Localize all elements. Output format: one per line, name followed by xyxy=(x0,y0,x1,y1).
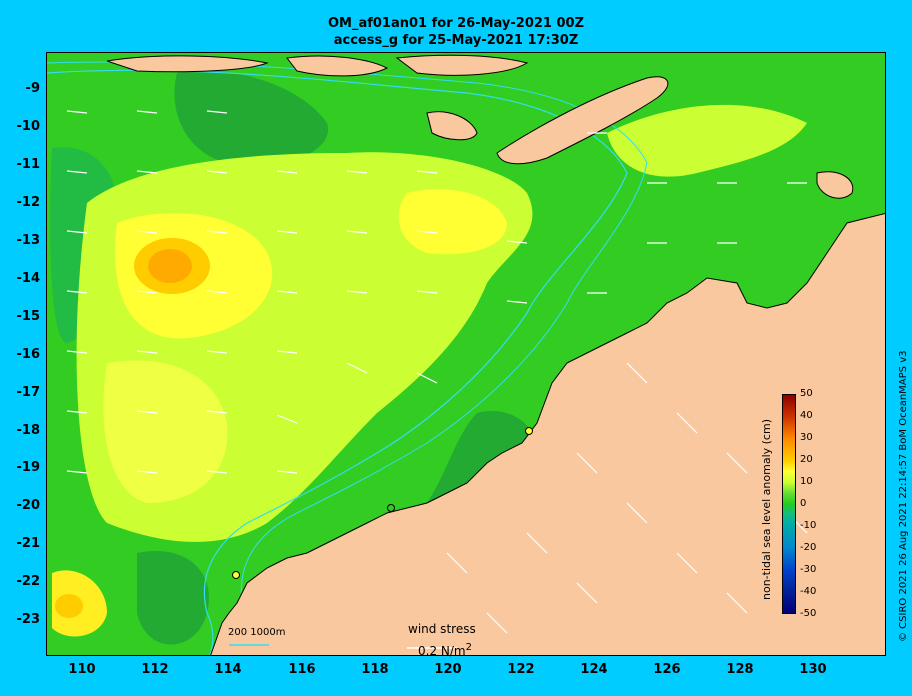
bathymetry-contour-200m xyxy=(47,61,648,604)
y-tick-label: -19 xyxy=(16,460,41,475)
colorbar-tick: 0 xyxy=(800,498,807,509)
sea-anomaly-yellow-north xyxy=(398,189,507,255)
colorbar-tick: -40 xyxy=(800,586,817,597)
land-island-melville xyxy=(816,171,854,199)
y-tick-label: -23 xyxy=(16,612,41,627)
colorbar-tick: 40 xyxy=(800,410,813,421)
x-tick-label: 120 xyxy=(434,662,462,677)
bathymetry-legend: 200 1000m xyxy=(228,627,286,638)
x-tick-label: 126 xyxy=(653,662,681,677)
x-tick-label: 112 xyxy=(141,662,169,677)
y-tick-label: -20 xyxy=(16,498,41,513)
credit-text: © CSIRO 2021 26 Aug 2021 22:14:57 BoM Oc… xyxy=(898,350,909,643)
colorbar-tick: 10 xyxy=(800,476,813,487)
wind-stress-unit-sup: 2 xyxy=(465,642,472,653)
marker-broome xyxy=(525,427,533,435)
y-tick-label: -17 xyxy=(16,385,41,400)
y-tick-label: -22 xyxy=(16,574,41,589)
colorbar-tick: -10 xyxy=(800,520,817,531)
sea-anomaly-low-sw xyxy=(137,551,209,645)
colorbar-tick: -50 xyxy=(800,608,817,619)
map-canvas xyxy=(47,53,885,655)
y-tick-label: -11 xyxy=(16,157,41,172)
colorbar-tick: 20 xyxy=(800,454,813,465)
y-tick-label: -12 xyxy=(16,195,41,210)
sea-anomaly-low-north xyxy=(174,71,329,166)
land-australia xyxy=(210,212,885,655)
land-island-java xyxy=(106,55,269,73)
x-tick-label: 110 xyxy=(68,662,96,677)
x-tick-label: 116 xyxy=(288,662,316,677)
land-island-sumba xyxy=(426,111,478,141)
y-tick-label: -13 xyxy=(16,233,41,248)
marker-port-hedland xyxy=(387,504,395,512)
colorbar-tick: -30 xyxy=(800,564,817,575)
x-tick-label: 130 xyxy=(799,662,827,677)
x-tick-label: 118 xyxy=(361,662,389,677)
sea-anomaly-yellow-sw xyxy=(103,360,228,503)
y-tick-label: -14 xyxy=(16,271,41,286)
sea-anomaly-orange-sw xyxy=(55,594,83,618)
map-area xyxy=(46,52,886,656)
y-tick-label: -18 xyxy=(16,423,41,438)
colorbar-tick: 50 xyxy=(800,388,813,399)
y-tick-label: -9 xyxy=(25,81,40,96)
sea-anomaly-high-ne xyxy=(607,104,807,177)
y-tick-label: -21 xyxy=(16,536,41,551)
x-tick-label: 122 xyxy=(507,662,535,677)
sea-anomaly-orange-core xyxy=(148,249,192,283)
wind-stress-unit: 0.2 N/m2 xyxy=(418,642,472,658)
wind-stress-label: wind stress xyxy=(408,622,476,636)
map-title-line2: access_g for 25-May-2021 17:30Z xyxy=(333,33,579,48)
y-tick-label: -15 xyxy=(16,309,41,324)
wind-stress-unit-text: 0.2 N/m xyxy=(418,644,466,658)
x-tick-label: 114 xyxy=(214,662,242,677)
x-tick-label: 128 xyxy=(726,662,754,677)
map-title-line1: OM_af01an01 for 26-May-2021 00Z xyxy=(327,16,585,31)
x-tick-label: 124 xyxy=(580,662,608,677)
colorbar-tick: -20 xyxy=(800,542,817,553)
y-tick-label: -16 xyxy=(16,347,41,362)
land-timor xyxy=(496,76,669,165)
land-island-flores xyxy=(395,54,529,76)
colorbar-title: non-tidal sea level anomaly (cm) xyxy=(760,419,773,600)
marker-exmouth xyxy=(232,571,240,579)
colorbar xyxy=(782,394,796,614)
land-island-lombok xyxy=(286,55,389,77)
bathymetry-contour-1000m xyxy=(47,69,628,655)
colorbar-tick: 30 xyxy=(800,432,813,443)
y-tick-label: -10 xyxy=(16,119,41,134)
wind-stress-arrows xyxy=(66,110,808,634)
